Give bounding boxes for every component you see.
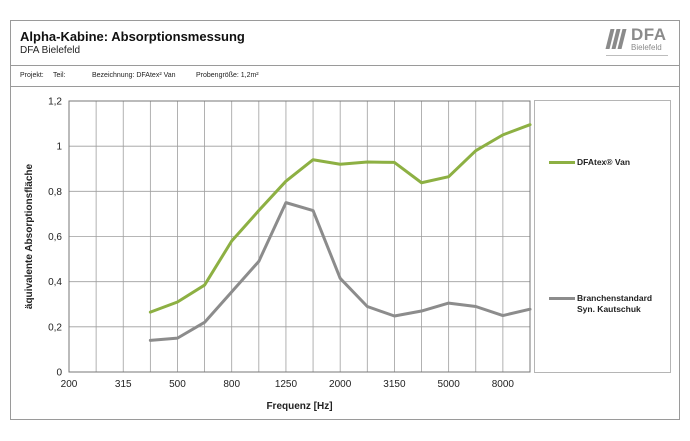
- x-tick-label: 8000: [492, 379, 515, 390]
- legend-label-dfatex: DFAtex® Van: [577, 157, 631, 167]
- info-divider: [10, 86, 680, 87]
- x-axis-title: Frequenz [Hz]: [266, 401, 332, 412]
- legend-label-branchenstandard: Branchenstandard Syn. Kautschuk: [577, 293, 653, 314]
- y-tick-label: 0,2: [48, 322, 62, 333]
- logo-city: Bielefeld: [631, 43, 662, 52]
- chart-legend: DFAtex® Van Branchenstandard Syn. Kautsc…: [534, 100, 671, 373]
- bezeichnung-label: Bezeichnung: DFAtex² Van: [92, 72, 176, 79]
- y-tick-label: 0,4: [48, 277, 62, 288]
- legend-swatch-dfatex: [549, 161, 575, 164]
- y-tick-label: 0: [56, 368, 62, 379]
- x-tick-label: 2000: [329, 379, 352, 390]
- page-subtitle: DFA Bielefeld: [20, 45, 81, 56]
- y-tick-label: 0,8: [48, 187, 62, 198]
- y-tick-label: 1,2: [48, 97, 62, 108]
- dfa-logo: DFA Bielefeld: [605, 25, 668, 61]
- x-tick-label: 200: [61, 379, 78, 390]
- y-tick-label: 1: [56, 142, 62, 153]
- projekt-label: Projekt:: [20, 72, 44, 79]
- x-tick-label: 5000: [438, 379, 461, 390]
- probengroesse-label: Probengröße: 1,2m²: [196, 72, 259, 79]
- y-axis-title: äquivalente Absorptionsfläche: [24, 163, 35, 309]
- x-tick-label: 3150: [383, 379, 406, 390]
- series-line-branchenstandard: [148, 201, 532, 342]
- y-tick-label: 0,6: [48, 232, 62, 243]
- legend-swatch-branchenstandard: [549, 297, 575, 300]
- report-frame: [10, 20, 680, 420]
- teil-label: Teil:: [53, 72, 66, 79]
- page-title: Alpha-Kabine: Absorptionsmessung: [20, 29, 245, 44]
- x-tick-label: 500: [169, 379, 186, 390]
- x-tick-label: 1250: [275, 379, 298, 390]
- plot-area: [68, 100, 531, 373]
- x-tick-label: 315: [115, 379, 132, 390]
- logo-divider: [606, 55, 668, 56]
- header-divider: [10, 65, 680, 66]
- logo-name: DFA: [631, 25, 667, 44]
- series-line-dfatex: [148, 123, 532, 314]
- x-tick-label: 800: [223, 379, 240, 390]
